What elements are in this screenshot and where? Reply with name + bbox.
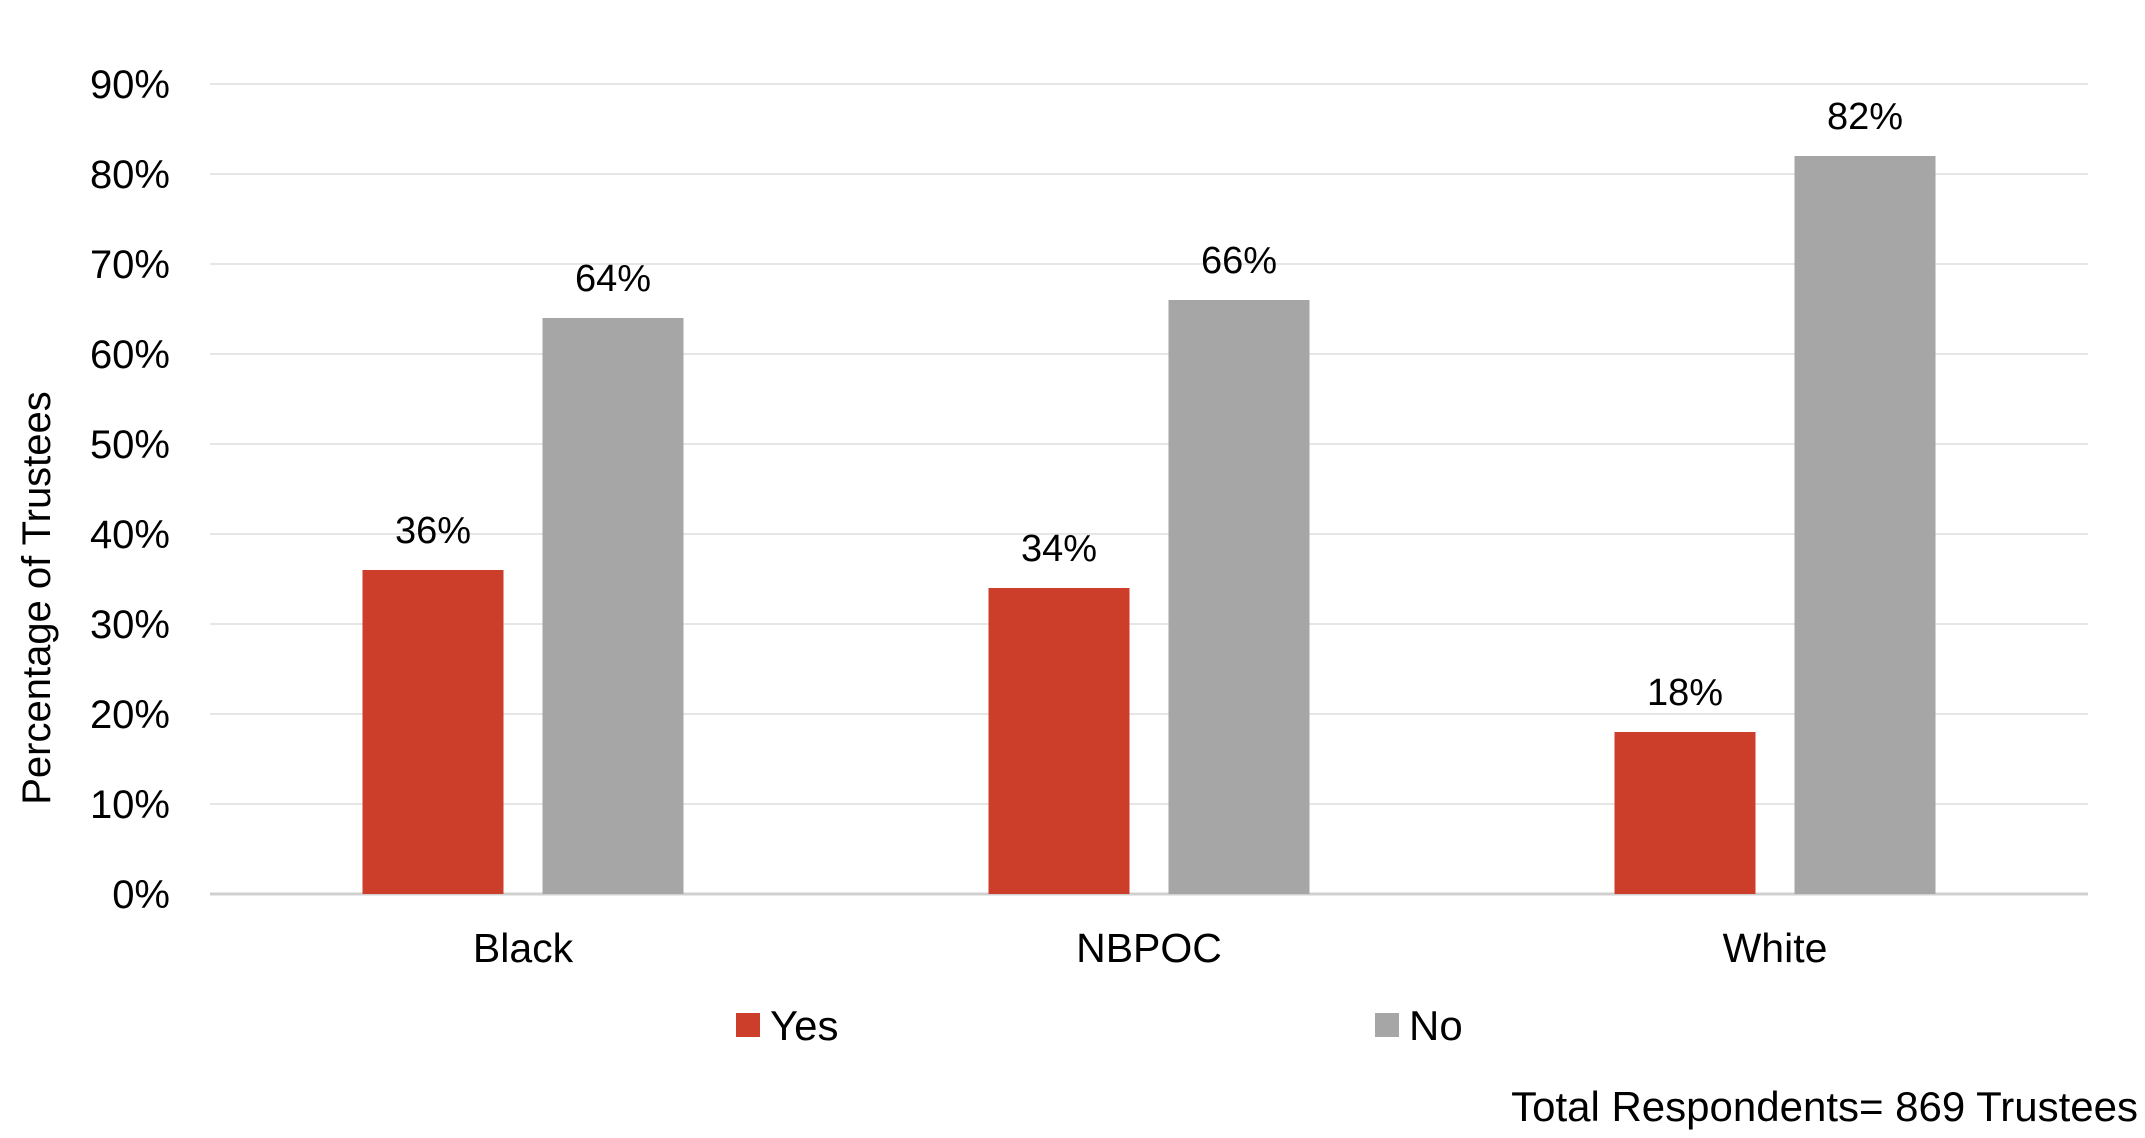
data-label-white-yes: 18% <box>1647 672 1723 714</box>
legend-label-no: No <box>1409 1002 1463 1049</box>
legend: Yes No <box>736 1002 1463 1049</box>
respondents-note: Total Respondents= 869 Trustees <box>1511 1083 2138 1130</box>
bar-nbpoc-no <box>1168 300 1310 894</box>
data-label-nbpoc-yes: 34% <box>1021 528 1097 570</box>
bar-nbpoc-yes <box>988 588 1130 894</box>
data-label-nbpoc-no: 66% <box>1201 240 1277 282</box>
data-label-white-no: 82% <box>1827 96 1903 138</box>
y-tick-70pct: 70% <box>90 243 170 287</box>
x-tick-black: Black <box>473 925 574 971</box>
x-tick-white: White <box>1723 925 1828 971</box>
bar-white-no <box>1794 156 1936 894</box>
x-tick-nbpoc: NBPOC <box>1076 925 1222 971</box>
gridlines <box>210 83 2088 896</box>
y-tick-30pct: 30% <box>90 603 170 647</box>
bar-black-yes <box>362 570 504 894</box>
y-tick-60pct: 60% <box>90 333 170 377</box>
bar-white-yes <box>1614 732 1756 894</box>
y-tick-80pct: 80% <box>90 153 170 197</box>
data-label-black-no: 64% <box>575 258 651 300</box>
y-tick-20pct: 20% <box>90 693 170 737</box>
bar-black-no <box>542 318 684 894</box>
y-axis-title: Percentage of Trustees <box>15 391 59 805</box>
data-label-black-yes: 36% <box>395 510 471 552</box>
data-labels: 36% 64% 34% 66% 18% 82% <box>395 96 1903 714</box>
bars <box>362 156 1936 894</box>
legend-swatch-no <box>1375 1013 1399 1037</box>
y-tick-90pct: 90% <box>90 63 170 107</box>
category-labels: Black NBPOC White <box>473 925 1828 971</box>
y-tick-40pct: 40% <box>90 513 170 557</box>
y-axis-ticks: 0% 10% 20% 30% 40% 50% 60% 70% 80% 90% <box>90 63 170 917</box>
y-tick-50pct: 50% <box>90 423 170 467</box>
y-tick-0pct: 0% <box>112 873 170 917</box>
legend-swatch-yes <box>736 1013 760 1037</box>
y-tick-10pct: 10% <box>90 783 170 827</box>
legend-label-yes: Yes <box>770 1002 839 1049</box>
